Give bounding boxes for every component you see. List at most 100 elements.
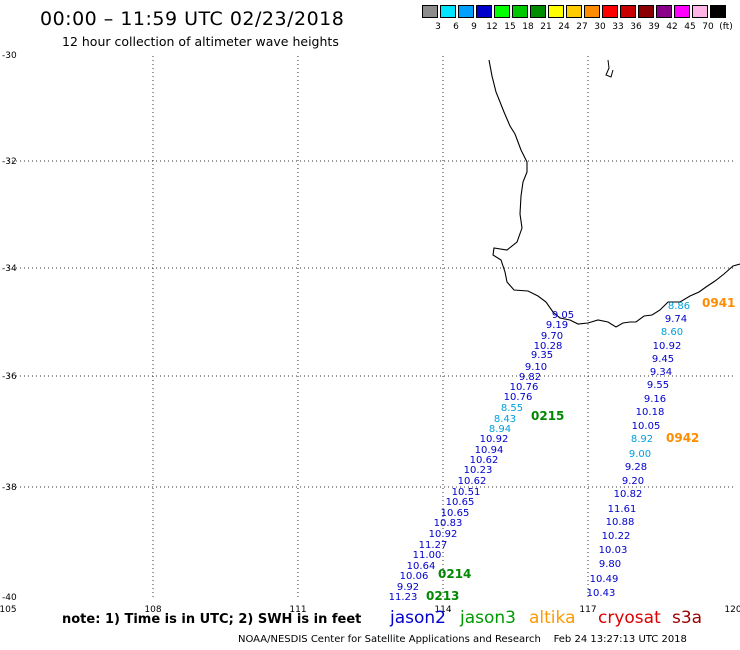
wave-height-value: 9.92 [397,582,419,593]
wave-height-value: 10.18 [636,407,665,418]
latitude-label: -34 [2,264,17,274]
wave-height-value: 10.28 [534,341,563,352]
track-0215: 9.059.199.7010.289.359.109.8210.7610.768… [429,310,574,540]
wave-height-value: 8.86 [668,301,690,312]
wave-height-value: 9.70 [541,331,563,342]
legend-swatch [692,5,708,18]
longitude-label: 120 [724,605,740,615]
pass-time-label: 0215 [531,409,564,423]
wave-height-value: 8.92 [631,434,653,445]
axis-tick-labels: 105 108 111 114 117 120 -30 -32 -34 -36 -38 -40 [0,51,740,615]
wave-height-value: 11.00 [413,550,442,561]
wave-height-value: 10.22 [602,531,631,542]
legend-label: 24 [558,22,570,32]
legend-swatch [422,5,438,18]
legend-swatch [674,5,690,18]
wave-height-value: 10.94 [475,445,504,456]
wave-height-value: 10.23 [464,465,493,476]
pass-time-label: 0942 [666,431,699,445]
island-outline [605,59,614,78]
wave-height-value: 9.82 [519,372,541,383]
wave-height-value: 10.83 [434,518,463,529]
legend-swatch [620,5,636,18]
legend-swatch [584,5,600,18]
satellite-jason2: jason2 [390,608,446,628]
longitude-label: 111 [289,605,306,615]
latitude-label: -32 [2,157,17,167]
wave-height-value: 10.92 [480,434,509,445]
wave-height-value: 8.55 [501,403,523,414]
wave-height-value: 9.28 [625,462,647,473]
legend-swatch [638,5,654,18]
wave-height-value: 10.03 [599,545,628,556]
legend-swatch [548,5,564,18]
legend-label: 27 [576,22,588,32]
wave-height-value: 10.92 [653,341,682,352]
satellite-cryosat: cryosat [598,608,661,628]
latitude-label: -38 [2,483,17,493]
wave-height-value: 9.35 [531,350,553,361]
units-note: note: 1) Time is in UTC; 2) SWH is in fe… [62,612,362,627]
wave-height-value: 10.82 [614,489,643,500]
legend-label: 18 [522,22,534,32]
legend-label: 70 [702,22,714,32]
wave-height-value: 10.88 [606,517,635,528]
pass-time-label: 0214 [438,567,471,581]
legend-swatch [710,5,726,18]
legend-swatch [476,5,492,18]
coastline [488,59,740,328]
legend-label: 21 [540,22,552,32]
wave-height-value: 10.76 [510,382,539,393]
track-0213: 0213 [426,589,459,603]
latitude-label: -30 [2,51,17,61]
wave-height-value: 10.62 [470,455,499,466]
wave-height-value: 11.27 [419,540,448,551]
wave-height-value: 10.51 [452,487,481,498]
legend-label: (ft) [719,22,733,32]
legend-label: 15 [504,22,516,32]
wave-height-value: 9.20 [622,476,644,487]
wave-height-value: 10.64 [407,561,436,572]
wave-height-value: 10.06 [400,571,429,582]
map-subtitle: 12 hour collection of altimeter wave hei… [62,34,339,49]
legend-swatch [602,5,618,18]
longitude-label: 114 [434,605,451,615]
satellite-altika: altika [529,608,576,628]
longitude-label: 105 [0,605,17,615]
legend-swatch [512,5,528,18]
wave-height-value: 9.80 [599,559,621,570]
wave-height-value: 8.43 [494,414,516,425]
legend-swatch [440,5,456,18]
wave-height-value: 9.45 [652,354,674,365]
credit-text: NOAA/NESDIS Center for Satellite Applica… [238,634,541,645]
wave-height-value: 10.05 [632,421,661,432]
wave-height-value: 9.34 [650,367,672,378]
longitude-label: 108 [144,605,161,615]
legend-swatch [530,5,546,18]
wave-height-value: 10.65 [446,497,475,508]
legend-label: 33 [612,22,624,32]
wave-height-value: 9.00 [629,449,651,460]
legend-label: 30 [594,22,606,32]
wave-height-value: 8.94 [489,424,511,435]
legend-label: 36 [630,22,642,32]
track-0941: 8.86 9.74 8.60 10.92 9.45 9.34 9.55 9.16 10.18 10… [632,296,736,432]
wave-height-value: 11.23 [389,592,418,603]
legend-label: 42 [666,22,678,32]
wave-height-value: 9.19 [546,320,568,331]
satellite-tracks: 9.059.199.7010.289.359.109.8210.7610.768… [389,296,736,603]
wave-height-value: 10.62 [458,476,487,487]
credit-line: NOAA/NESDIS Center for Satellite Applica… [238,634,687,645]
wave-height-value: 9.05 [552,310,574,321]
wave-height-value: 10.49 [590,574,619,585]
legend-label: 9 [471,22,477,32]
wave-height-value: 8.60 [661,327,683,338]
satellite-jason3: jason3 [460,608,516,628]
track-0942: 8.92 9.00 9.28 9.20 10.82 11.61 10.88 10.22 10.0… [587,431,700,599]
wave-height-value: 9.55 [647,380,669,391]
legend-swatch [494,5,510,18]
legend-label: 45 [684,22,696,32]
wave-height-value: 10.43 [587,588,616,599]
legend-label: 12 [486,22,498,32]
